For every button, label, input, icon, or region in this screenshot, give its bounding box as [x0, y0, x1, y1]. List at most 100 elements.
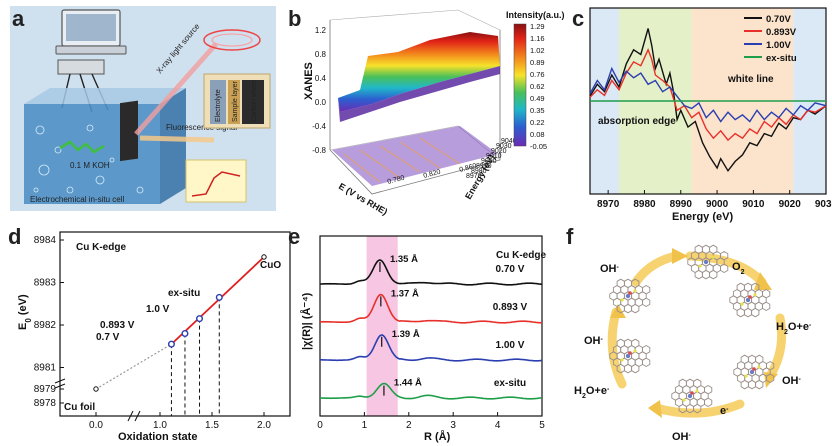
d-x-axis-break — [127, 410, 141, 422]
b-x-tick: 0.860 — [459, 163, 478, 174]
d-y-tick-label: 8979 — [34, 384, 57, 395]
c-x-label: Energy (eV) — [672, 211, 733, 223]
b-colorbar-tick: 0.62 — [530, 82, 545, 91]
e-peak-label: 1.44 Å — [394, 378, 422, 389]
panel-f-label: f — [566, 224, 574, 249]
d-point-label: Cu foil — [64, 402, 95, 413]
c-series-line — [589, 66, 827, 123]
b-x-ticks: 0.780 0.820 0.860 — [387, 163, 478, 186]
d-plot: Cu foil 0.7 V0.893 V 1.0 V ex-situ CuO 0.0 1.0… — [34, 235, 282, 431]
cell-label: Electrochemical in-situ cell — [30, 195, 124, 204]
e-peak-label: 1.37 Å — [391, 288, 419, 299]
catalyst-structure — [729, 282, 771, 318]
b-x-label: E (V vs RHE) — [337, 181, 389, 217]
c-legend-label: ex-situ — [766, 53, 797, 64]
e-series-line — [320, 293, 542, 324]
e-x-tick-label: 1 — [362, 420, 368, 431]
e-y-label: |χ(R)| (Å⁻⁴) — [300, 292, 313, 350]
b-y-tick: 8970 — [466, 173, 482, 180]
c-x-tick-label: 9010 — [742, 199, 765, 210]
c-legend-label: 0.893V — [766, 27, 797, 38]
computer-icon — [55, 9, 127, 55]
panel-e-label: e — [288, 224, 300, 249]
d-point — [196, 315, 204, 323]
b-z-tick: 0.0 — [315, 98, 327, 107]
electrolyte-label: 0.1 M KOH — [70, 161, 110, 170]
b-colorbar-ticks: 1.29 1.16 1.02 0.89 0.76 0.62 0.49 0.35 0.22 0.08… — [530, 22, 547, 151]
f-oh-right: OH- — [782, 375, 802, 387]
c-x-tick-label: 9030 — [815, 199, 832, 210]
d-x-tick-label: 0.0 — [89, 420, 103, 431]
b-z-tick: -0.4 — [312, 122, 326, 131]
e-series-label: 1.00 V — [496, 340, 525, 351]
b-x-tick: 0.780 — [387, 175, 406, 186]
catalyst-structure — [609, 278, 651, 314]
f-oh-top: OH- — [600, 263, 620, 275]
c-legend: 0.70V 0.893V 1.00V ex-situ — [744, 14, 797, 64]
b-y-tick: 9040 — [501, 138, 517, 145]
c-series-line — [589, 28, 827, 173]
b-x-tick: 0.820 — [423, 169, 442, 180]
e-series-label: ex-situ — [494, 378, 526, 389]
b-axes-frame — [329, 20, 501, 195]
d-point — [167, 340, 175, 348]
panel-b: b 1.2 0.8 0.4 0.0 -0.4 -0.8 XANES E (V vs RHE… — [288, 6, 565, 217]
b-z-tick: -0.8 — [312, 146, 326, 155]
panel-a-label: a — [12, 6, 25, 31]
b-colorbar-tick: 0.76 — [530, 70, 545, 79]
f-h2o-e-left: H2O+e- — [574, 385, 610, 400]
c-x-ticks: 8970 8980 8990 9000 9010 9020 9030 — [597, 190, 832, 210]
b-z-label: XANES — [303, 62, 315, 100]
d-ref-point — [93, 386, 99, 392]
d-ref-point — [261, 254, 267, 260]
d-point-label: CuO — [260, 260, 281, 271]
panel-d: d Cu K-edge Cu foil 0.7 V0.893 V 1.0 V ex-s… — [8, 224, 291, 443]
b-y-tick: 9000 — [481, 158, 497, 165]
d-y-tick-label: 8983 — [34, 278, 57, 289]
panel-c-label: c — [572, 6, 584, 31]
panel-b-label: b — [288, 6, 301, 31]
catalyst-strands — [59, 140, 105, 154]
b-z-tick: 0.8 — [315, 50, 327, 59]
d-y-tick-label: 8982 — [34, 320, 57, 331]
e-x-tick-label: 5 — [539, 420, 545, 431]
d-fit-line-lower — [95, 343, 172, 390]
fluorescence-beam — [139, 135, 215, 143]
c-x-tick-label: 9000 — [706, 199, 729, 210]
c-series — [589, 28, 827, 173]
f-e-bottom: e- — [720, 405, 729, 417]
e-x-tick-label: 0 — [317, 420, 323, 431]
d-point-label: ex-situ — [168, 288, 200, 299]
b-y-tick: 9020 — [491, 148, 507, 155]
c-x-tick-label: 8990 — [670, 199, 693, 210]
e-plot: 1.35 Å 0.70 V 1.37 Å 0.893 V 1.39 Å 1.00 V 1.4… — [317, 254, 545, 431]
e-series-label: 0.70 V — [496, 264, 525, 275]
f-oh-bottom: OH- — [672, 431, 692, 443]
electrolyte-layer-label: Electrolyte — [215, 89, 222, 122]
e-x-tick-label: 4 — [495, 420, 501, 431]
c-x-tick-label: 8970 — [597, 199, 620, 210]
b-colorbar-tick: 1.02 — [530, 46, 545, 55]
catalyst-structure — [733, 354, 775, 390]
d-title: Cu K-edge — [76, 242, 126, 253]
c-legend-label: 1.00V — [766, 40, 791, 51]
b-y-tick: 9030 — [496, 143, 512, 150]
c-whiteline-label: white line — [727, 74, 774, 85]
b-colorbar-tick: 0.08 — [530, 130, 545, 139]
b-floor-projection — [332, 126, 498, 186]
sample-electrode — [120, 100, 138, 162]
e-series-line — [320, 382, 543, 400]
b-colorbar-tick: 0.89 — [530, 58, 545, 67]
b-colorbar-tick: -0.05 — [530, 142, 547, 151]
electrode-layers-inset: Electrolyte Sample layer Carbon sheet — [203, 73, 271, 129]
panel-e: e Cu K-edge 1.35 Å0.70 V1.37 Å0.893 V1.3… — [288, 224, 546, 443]
sample-layer-label: Sample layer — [232, 80, 239, 122]
d-y-label: E0 (eV) — [17, 294, 33, 330]
c-edge-label: absorption edge — [598, 116, 676, 127]
c-series-line — [589, 47, 827, 142]
catalyst-structure — [671, 378, 713, 414]
b-z-tick: 0.4 — [315, 74, 327, 83]
b-y-tick: 8980 — [471, 168, 487, 175]
e-plot-frame — [319, 235, 543, 417]
